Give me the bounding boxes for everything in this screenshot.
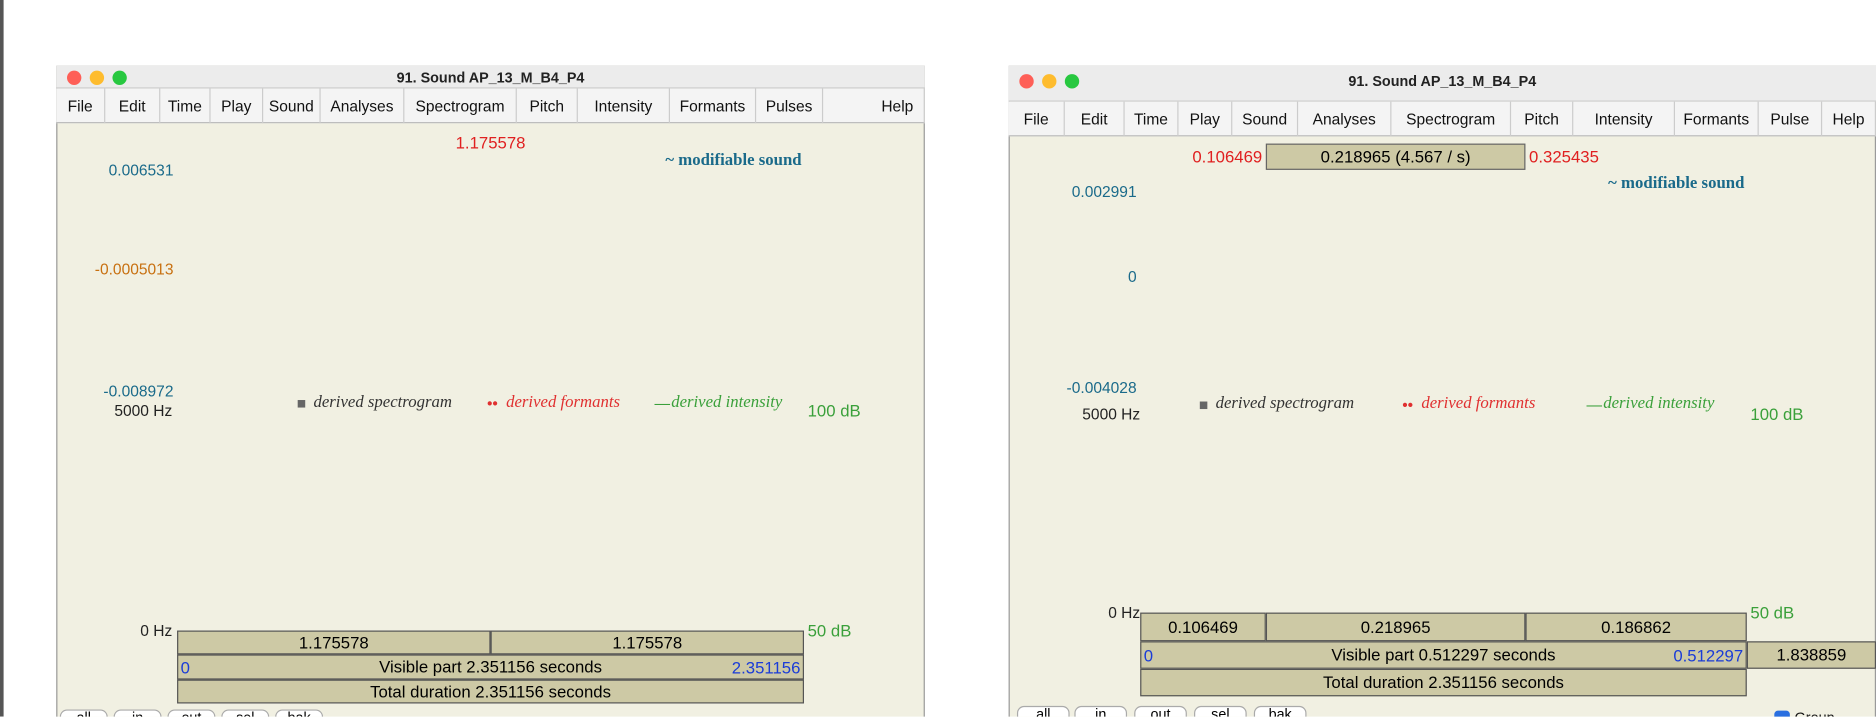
intensity-bottom-label: 50 dB (1750, 603, 1794, 622)
selection-end: 0.325435 (1529, 147, 1599, 166)
selection-start: 0.106469 (1192, 147, 1262, 166)
visible-bar[interactable]: Visible part 0.512297 seconds (1140, 641, 1747, 669)
visible-start: 0 (181, 657, 190, 676)
window-title: 91. Sound AP_13_M_B4_P4 (397, 69, 585, 86)
selection-box: 0.218965 (4.567 / s) (1266, 144, 1526, 170)
intensity-bottom-label: 50 dB (808, 621, 852, 640)
menu-item[interactable]: Formants (1675, 102, 1759, 137)
menu-item[interactable]: Time (160, 89, 210, 124)
spec-bottom-label: 0 Hz (140, 622, 172, 640)
window-title: 91. Sound AP_13_M_B4_P4 (1348, 73, 1536, 90)
spec-bottom-label: 0 Hz (1108, 604, 1140, 622)
legend-entry: derived intensity (1603, 395, 1714, 414)
menu-item[interactable]: Play (211, 89, 264, 124)
menu-item[interactable]: Intensity (1573, 102, 1675, 137)
visible-end: 0.512297 (1673, 645, 1743, 664)
zoom-button[interactable]: bak (275, 709, 323, 716)
legend-marker: — (1586, 395, 1602, 413)
menu-item[interactable]: File (56, 89, 105, 124)
visible-end: 2.351156 (732, 657, 801, 676)
menu-item[interactable]: Sound (1232, 102, 1298, 137)
zoom-button[interactable]: in (114, 709, 162, 716)
menu-item[interactable]: Play (1178, 102, 1232, 137)
legend-entry: derived formants (506, 394, 620, 413)
menu-item[interactable]: Pulses (756, 89, 823, 124)
wave-min-label: -0.004028 (1067, 379, 1137, 397)
menu-item[interactable]: Time (1125, 102, 1179, 137)
intensity-top-label: 100 dB (808, 401, 861, 420)
window-control[interactable] (1042, 74, 1056, 88)
group-label: Group (1795, 709, 1835, 716)
visible-start: 0 (1144, 645, 1153, 664)
legend-marker: •• (487, 394, 498, 412)
zoom-button[interactable]: sel (221, 709, 269, 716)
legend-marker: ■ (297, 394, 306, 412)
remaining-box[interactable]: 1.838859 (1747, 641, 1876, 669)
modifiable-label: ~ modifiable sound (1608, 175, 1744, 194)
menu-item[interactable]: Sound (263, 89, 320, 124)
segment-box[interactable]: 0.106469 (1140, 613, 1266, 642)
screen-edge (0, 0, 4, 717)
intensity-top-label: 100 dB (1750, 404, 1803, 423)
wave-mid-label: 0 (1128, 267, 1137, 285)
zoom-button[interactable]: sel (1194, 706, 1247, 717)
zoom-button[interactable]: all (60, 709, 108, 716)
menu-item[interactable]: Help (1822, 102, 1876, 137)
menu-item[interactable]: Analyses (1298, 102, 1391, 137)
zoom-button[interactable]: bak (1254, 706, 1307, 717)
legend-marker: •• (1402, 395, 1413, 413)
legend-marker: ■ (1199, 395, 1208, 413)
menu-item[interactable]: File (1009, 102, 1065, 137)
desktop: 91. Sound AP_13_M_B4_P4FileEditTimePlayS… (0, 0, 1876, 717)
menu-item[interactable]: Analyses (321, 89, 405, 124)
wave-mid-label: -0.0005013 (95, 260, 174, 278)
menu-item[interactable]: Help (871, 89, 925, 124)
legend-marker: — (654, 394, 670, 412)
visible-bar[interactable]: Visible part 2.351156 seconds (177, 654, 804, 679)
zoom-button[interactable]: all (1017, 706, 1070, 717)
window-control[interactable] (1065, 74, 1079, 88)
legend-entry: derived spectrogram (1216, 395, 1354, 414)
zoom-button[interactable]: out (168, 709, 216, 716)
segment-box[interactable]: 0.186862 (1525, 613, 1746, 642)
zoom-button[interactable]: in (1074, 706, 1127, 717)
window-control[interactable] (67, 71, 81, 85)
wave-max-label: 0.006531 (109, 161, 174, 179)
group-checkbox[interactable] (1774, 711, 1790, 717)
window-control[interactable] (1019, 74, 1033, 88)
menu-item[interactable]: Pulse (1759, 102, 1822, 137)
total-bar[interactable]: Total duration 2.351156 seconds (177, 680, 804, 704)
total-bar[interactable]: Total duration 2.351156 seconds (1140, 669, 1747, 697)
menu-item[interactable]: Edit (1065, 102, 1125, 137)
spec-top-label: 5000 Hz (114, 401, 172, 419)
modifiable-label: ~ modifiable sound (665, 152, 801, 171)
legend-entry: derived intensity (671, 394, 782, 413)
window-control[interactable] (90, 71, 104, 85)
menu-item[interactable]: Formants (670, 89, 756, 124)
wave-min-label: -0.008972 (103, 382, 173, 400)
spec-top-label: 5000 Hz (1082, 405, 1140, 423)
segment-box[interactable]: 1.175578 (491, 631, 804, 655)
menu-item[interactable]: Spectrogram (1391, 102, 1511, 137)
menu-item[interactable]: Edit (105, 89, 160, 124)
page: 91. Sound AP_13_M_B4_P4FileEditTimePlayS… (0, 0, 1876, 717)
segment-box[interactable]: 0.218965 (1266, 613, 1526, 642)
menu-item[interactable]: Pitch (517, 89, 578, 124)
legend-entry: derived spectrogram (313, 394, 451, 413)
menu-item[interactable]: Intensity (578, 89, 670, 124)
segment-box[interactable]: 1.175578 (177, 631, 490, 655)
zoom-button[interactable]: out (1134, 706, 1187, 717)
wave-max-label: 0.002991 (1072, 182, 1137, 200)
cursor-time: 1.175578 (456, 133, 526, 152)
legend-entry: derived formants (1421, 395, 1535, 414)
window-control[interactable] (112, 71, 126, 85)
menu-item[interactable]: Pitch (1511, 102, 1573, 137)
menu-item[interactable]: Spectrogram (404, 89, 516, 124)
